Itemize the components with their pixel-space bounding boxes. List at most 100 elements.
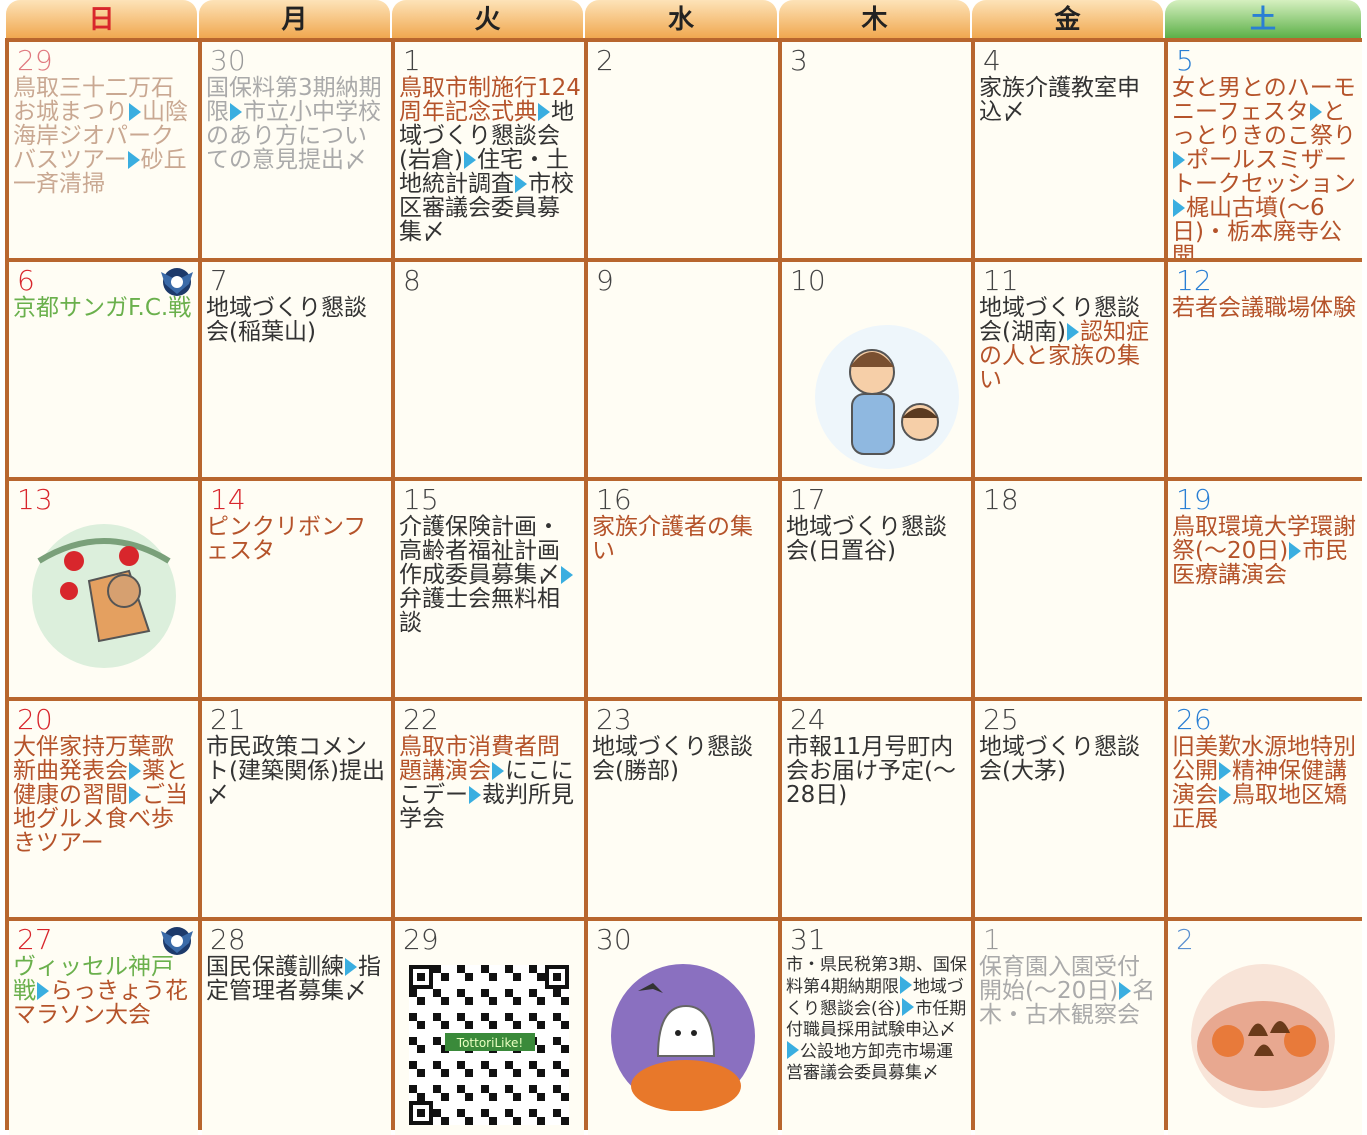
event-text: 薬と健康の習間 bbox=[13, 758, 188, 808]
separator-arrow bbox=[469, 786, 481, 804]
weekday-header: 金 bbox=[972, 0, 1163, 38]
event-text: 認知症の人と家族の集い bbox=[979, 319, 1149, 393]
event-text: 国民保護訓練 bbox=[206, 954, 344, 980]
separator-arrow bbox=[902, 998, 915, 1016]
day-number: 28 bbox=[210, 923, 246, 956]
day-number: 10 bbox=[790, 264, 826, 297]
day-cell: 31 市・県民税第3期、国保料第4期納期限 地域づくり懇談会(谷) 市任期付職員採用試… bbox=[782, 921, 971, 1135]
separator-arrow bbox=[1289, 542, 1302, 560]
event-text: ポールスミザートークセッション bbox=[1172, 147, 1356, 197]
qr-label: TottoriLike! bbox=[456, 1036, 524, 1050]
team-emblem bbox=[161, 268, 193, 296]
separator-arrow bbox=[1173, 199, 1185, 217]
separator-arrow bbox=[129, 762, 141, 780]
event-text: 旧美歎水源地特別公開 bbox=[1172, 734, 1356, 784]
weekday-header: 土 bbox=[1165, 0, 1361, 38]
separator-arrow bbox=[1309, 103, 1322, 121]
day-cell: 18 bbox=[975, 481, 1164, 697]
event-text: 女と男とのハーモニーフェスタ bbox=[1172, 75, 1356, 125]
event-list: 鳥取三十二万石お城まつり 山陰海岸ジオパークバスツアー 砂丘一斉清掃 bbox=[9, 76, 198, 196]
event-text: 山陰海岸ジオパークバスツアー bbox=[13, 99, 188, 173]
day-cell: 8 bbox=[395, 262, 584, 477]
event-list: 市・県民税第3期、国保料第4期納期限 地域づくり懇談会(谷) 市任期付職員採用試験申… bbox=[782, 955, 971, 1084]
day-cell: 2 bbox=[1168, 921, 1362, 1135]
separator-arrow bbox=[127, 151, 140, 169]
day-number: 30 bbox=[596, 923, 632, 956]
event-list: 国民保護訓練 指定管理者募集〆 bbox=[202, 955, 391, 1003]
event-text: 鳥取地区矯正展 bbox=[1172, 782, 1347, 832]
illustration-ghost bbox=[611, 964, 755, 1111]
day-number: 13 bbox=[17, 483, 53, 516]
event-text: 家族介護者の集い bbox=[592, 514, 753, 564]
day-cell: 19 鳥取環境大学環謝祭(～20日) 市民医療講演会 bbox=[1168, 481, 1362, 697]
day-number: 29 bbox=[17, 44, 53, 77]
day-cell: 2 bbox=[588, 42, 778, 258]
separator-arrow bbox=[129, 786, 141, 804]
team-emblem bbox=[161, 927, 193, 955]
illustration-men bbox=[815, 325, 959, 469]
event-list: 京都サンガF.C.戦 bbox=[9, 296, 198, 320]
event-text: ピンクリボンフェスタ bbox=[206, 514, 367, 564]
day-number: 23 bbox=[596, 703, 632, 736]
separator-arrow bbox=[129, 103, 141, 121]
day-cell: 6 京都サンガF.C.戦 bbox=[9, 262, 198, 477]
event-text: 地域づくり懇談会(稲葉山) bbox=[206, 295, 367, 345]
day-number: 26 bbox=[1176, 703, 1212, 736]
separator-arrow bbox=[230, 103, 242, 121]
weekday-header: 月 bbox=[199, 0, 390, 38]
day-cell: 15 介護保険計画・高齢者福祉計画作成委員募集〆弁護士会無料相談 bbox=[395, 481, 584, 697]
day-cell: 3 bbox=[782, 42, 971, 258]
event-text: 地域づくり懇談会(谷) bbox=[786, 977, 964, 1019]
event-text: 市民医療講演会 bbox=[1172, 538, 1349, 588]
event-text: 市・県民税第3期、国保料第4期納期限 bbox=[786, 955, 967, 997]
weekday-header: 火 bbox=[392, 0, 583, 38]
event-text: 家族介護教室申込〆 bbox=[979, 75, 1140, 125]
day-number: 25 bbox=[983, 703, 1019, 736]
event-list: 地域づくり懇談会(日置谷) bbox=[782, 515, 971, 563]
event-list: 地域づくり懇談会(稲葉山) bbox=[202, 296, 391, 344]
day-number: 17 bbox=[790, 483, 826, 516]
day-number: 27 bbox=[17, 923, 53, 956]
day-cell: 24 市報11月号町内会お届け予定(～28日) bbox=[782, 701, 971, 917]
event-list: 若者会議職場体験 bbox=[1168, 296, 1362, 320]
day-number: 19 bbox=[1176, 483, 1212, 516]
event-text: 鳥取市制施行124周年記念式典 bbox=[399, 75, 581, 125]
day-cell: 5 女と男とのハーモニーフェスタ とっとりきのこ祭りポールスミザートークセッション梶… bbox=[1168, 42, 1362, 258]
day-cell: 21 市民政策コメント(建築関係)提出〆 bbox=[202, 701, 391, 917]
event-list: 家族介護者の集い bbox=[588, 515, 778, 563]
event-text: 住宅・土地統計調査 bbox=[399, 147, 569, 197]
qr-code bbox=[409, 965, 569, 1125]
day-cell: 26 旧美歎水源地特別公開 精神保健講演会 鳥取地区矯正展 bbox=[1168, 701, 1362, 917]
day-number: 31 bbox=[790, 923, 826, 956]
event-text: 地域づくり懇談会(日置谷) bbox=[786, 514, 947, 564]
event-list: ヴィッセル神戸戦 らっきょう花マラソン大会 bbox=[9, 955, 198, 1027]
day-number: 20 bbox=[17, 703, 53, 736]
day-number: 22 bbox=[403, 703, 439, 736]
separator-arrow bbox=[899, 976, 912, 994]
event-text: ヴィッセル神戸戦 bbox=[13, 954, 174, 1004]
event-text: 若者会議職場体験 bbox=[1172, 295, 1356, 321]
event-text: 市報11月号町内会お届け予定(～28日) bbox=[786, 734, 956, 808]
weekday-header: 木 bbox=[779, 0, 970, 38]
event-list: 地域づくり懇談会(勝部) bbox=[588, 735, 778, 783]
separator-arrow bbox=[538, 103, 550, 121]
day-number: 15 bbox=[403, 483, 439, 516]
event-text: 鳥取環境大学環謝祭(～20日) bbox=[1172, 514, 1356, 564]
event-text: 大伴家持万葉歌新曲発表会 bbox=[13, 734, 174, 784]
day-number: 16 bbox=[596, 483, 632, 516]
day-number: 24 bbox=[790, 703, 826, 736]
day-number: 7 bbox=[210, 264, 228, 297]
event-list: 地域づくり懇談会(湖南) 認知症の人と家族の集い bbox=[975, 296, 1164, 392]
event-text: 名木・古木観察会 bbox=[979, 978, 1156, 1028]
day-number: 8 bbox=[403, 264, 421, 297]
day-number: 21 bbox=[210, 703, 246, 736]
event-text: 市立小中学校のあり方についての意見提出〆 bbox=[206, 99, 381, 173]
day-cell: 4 家族介護教室申込〆 bbox=[975, 42, 1164, 258]
event-list: ピンクリボンフェスタ bbox=[202, 515, 391, 563]
event-text: 精神保健講演会 bbox=[1172, 758, 1347, 808]
event-text: にこにこデー bbox=[399, 758, 574, 808]
day-cell: 11 地域づくり懇談会(湖南) 認知症の人と家族の集い bbox=[975, 262, 1164, 477]
event-text: 市民政策コメント(建築関係)提出〆 bbox=[206, 734, 385, 808]
separator-arrow bbox=[1219, 786, 1231, 804]
day-cell: 12 若者会議職場体験 bbox=[1168, 262, 1362, 477]
